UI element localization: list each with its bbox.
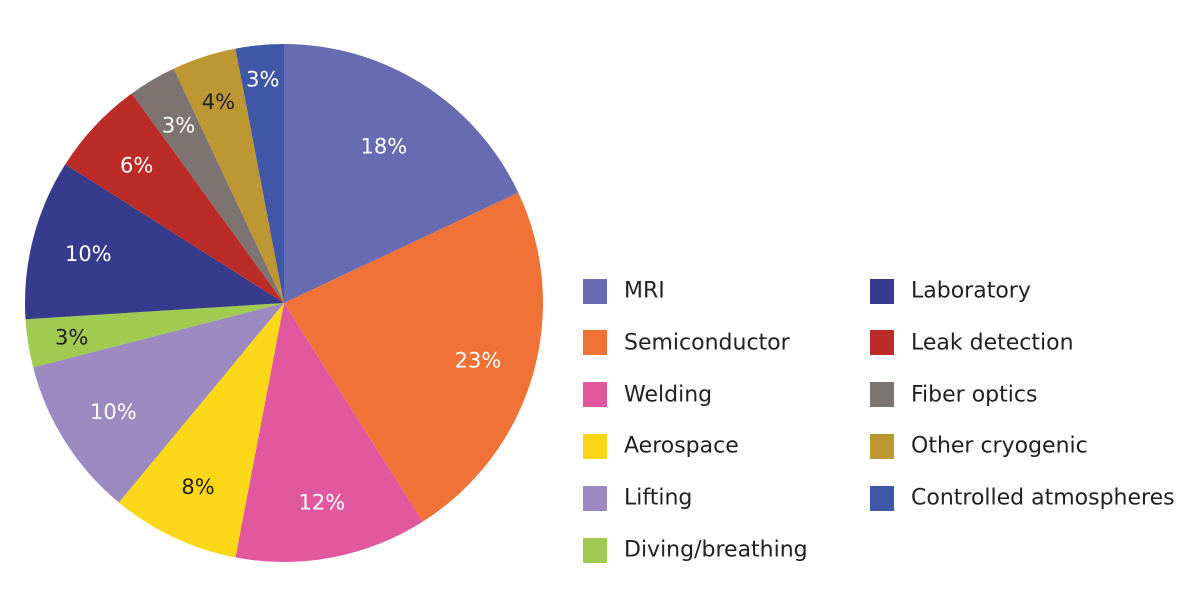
legend-swatch [583,433,607,459]
legend-label: Aerospace [624,433,739,459]
legend-label: Semiconductor [624,330,790,356]
legend-item-semiconductor: Semiconductor [583,330,790,356]
legend-item-welding: Welding [583,382,712,408]
legend-label: Welding [624,382,713,408]
legend-label: MRI [624,278,665,304]
legend-swatch [583,537,607,563]
slice-value-label: 3% [246,68,279,92]
pie-slice-diving-breathing [25,303,284,368]
slice-value-label: 6% [120,154,153,178]
pie-slice-lifting [33,303,284,503]
slice-value-label: 3% [162,114,195,138]
legend-swatch [870,485,894,511]
legend-swatch [583,485,607,511]
slice-value-label: 3% [55,326,88,350]
slice-value-label: 12% [299,490,346,514]
slice-value-label: 10% [65,242,112,266]
legend-item-fiber-optics: Fiber optics [870,382,1037,408]
legend-label: Lifting [624,485,693,511]
legend-label: Leak detection [911,330,1074,356]
legend-item-lifting: Lifting [583,485,692,511]
legend-label: Controlled atmospheres [911,485,1175,511]
legend-swatch [870,433,894,459]
slice-value-label: 8% [181,475,214,499]
pie-slice-mri [284,44,519,303]
legend-item-diving-breathing: Diving/breathing [583,537,808,563]
legend-item-mri: MRI [583,278,665,304]
legend-item-leak-detection: Leak detection [870,330,1074,356]
legend-swatch [870,278,894,304]
legend-swatch [583,278,607,304]
legend-label: Diving/breathing [624,537,808,563]
pie-slice-controlled-atmospheres [235,44,284,303]
slice-value-label: 10% [90,400,137,424]
legend-item-laboratory: Laboratory [870,278,1031,304]
slice-value-label: 18% [361,135,408,159]
legend-item-controlled-atmospheres: Controlled atmospheres [870,485,1175,511]
legend-swatch [583,330,607,356]
pie-slice-other-cryogenic [173,48,284,304]
pie-slice-semiconductor [284,192,544,522]
legend-item-aerospace: Aerospace [583,433,739,459]
slice-value-label: 4% [202,90,235,114]
legend-label: Laboratory [911,278,1031,304]
legend-item-other-cryogenic: Other cryogenic [870,433,1088,459]
legend-label: Other cryogenic [911,433,1088,459]
pie-slice-aerospace [118,303,284,558]
pie-slice-fiber-optics [131,68,284,304]
legend-swatch [870,330,894,356]
legend-swatch [870,382,894,408]
pie-slice-laboratory [24,164,285,320]
pie-slice-leak-detection [65,93,284,304]
pie-slice-welding [235,303,423,562]
slice-value-label: 23% [455,348,502,372]
legend-label: Fiber optics [911,382,1038,408]
legend-swatch [583,382,607,408]
